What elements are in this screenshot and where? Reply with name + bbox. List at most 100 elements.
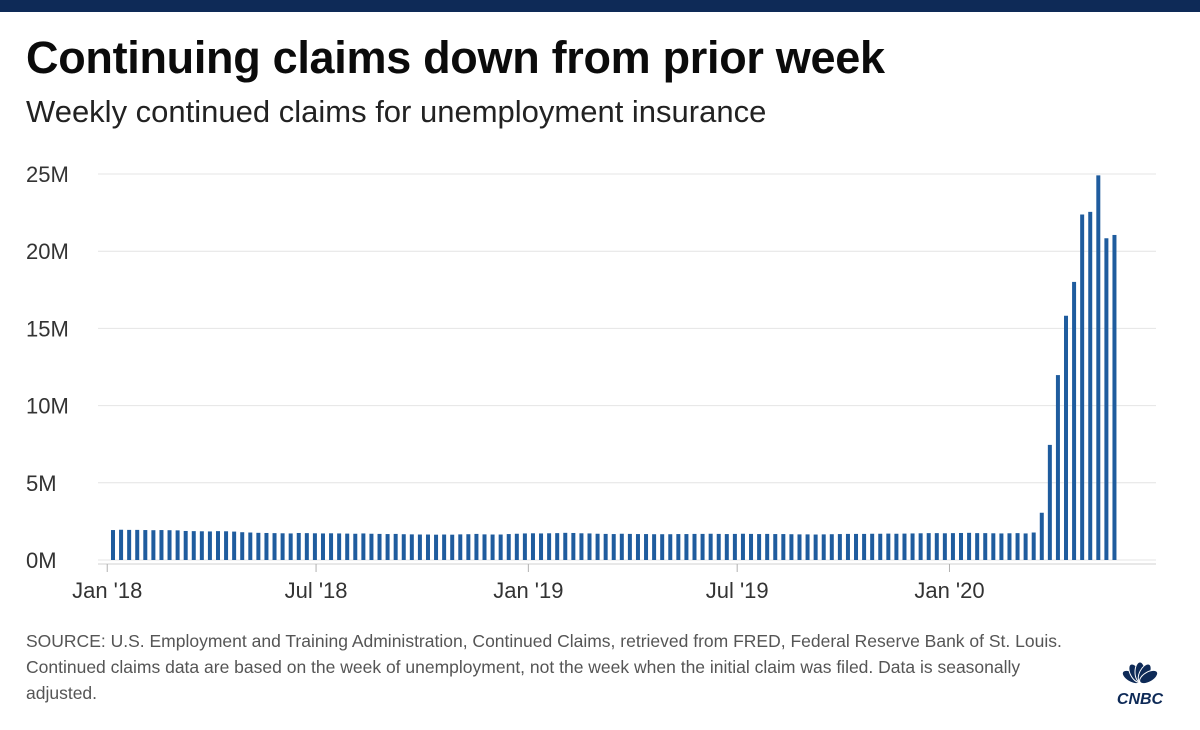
bar <box>854 533 859 560</box>
bar <box>385 534 390 560</box>
bar <box>167 530 172 560</box>
bar <box>329 533 334 560</box>
bar <box>749 533 754 560</box>
bar <box>151 530 156 560</box>
bar <box>127 529 132 560</box>
bar <box>1055 375 1060 560</box>
bar <box>1064 315 1069 560</box>
bar <box>765 533 770 560</box>
bar <box>797 534 802 560</box>
bar <box>547 533 552 560</box>
bar <box>603 533 608 560</box>
x-tick-label: Jan '19 <box>493 578 563 603</box>
bar <box>353 533 358 560</box>
bar <box>159 530 164 560</box>
bar <box>1015 533 1020 560</box>
bar <box>175 530 180 560</box>
chart-subtitle: Weekly continued claims for unemployment… <box>26 94 767 129</box>
bar <box>870 533 875 560</box>
bar <box>296 532 301 560</box>
x-tick-label: Jul '18 <box>285 578 348 603</box>
bar <box>886 533 891 560</box>
bar <box>991 533 996 560</box>
bar <box>320 533 325 560</box>
bar <box>466 534 471 560</box>
y-tick-label: 20M <box>26 239 69 264</box>
source-note: SOURCE: U.S. Employment and Training Adm… <box>26 631 1062 703</box>
bar <box>684 534 689 560</box>
bar <box>272 533 277 560</box>
bar <box>894 533 899 560</box>
bar <box>660 534 665 560</box>
bar <box>1031 532 1036 560</box>
bar <box>369 533 374 560</box>
bar <box>417 534 422 560</box>
bar <box>514 533 519 560</box>
bar <box>450 534 455 560</box>
y-tick-label: 25M <box>26 162 69 187</box>
bar <box>579 533 584 560</box>
bar <box>805 534 810 560</box>
bar <box>498 534 503 560</box>
bar <box>668 534 673 560</box>
bar <box>1047 444 1052 560</box>
bar <box>288 533 293 560</box>
bar <box>1080 214 1085 560</box>
bar <box>595 533 600 560</box>
bar <box>732 533 737 560</box>
bar <box>143 530 148 560</box>
claims-bar-chart: 0M 5M 10M 15M 20M 25M Jan '18 Jul '18 Jan '19 Jul… <box>26 162 1156 603</box>
bar <box>878 533 883 560</box>
bar <box>1088 211 1093 561</box>
bar <box>1112 234 1117 560</box>
bar <box>1072 281 1077 560</box>
bar <box>644 534 649 560</box>
bar <box>1039 512 1044 560</box>
bar <box>119 529 124 560</box>
bar <box>837 534 842 560</box>
bar <box>724 534 729 560</box>
bar <box>708 533 713 560</box>
bar <box>522 533 527 560</box>
bar <box>999 533 1004 560</box>
y-tick-label: 10M <box>26 394 69 419</box>
top-accent-band <box>0 0 1200 12</box>
peacock-feather <box>1139 669 1159 685</box>
bar <box>773 534 778 560</box>
bar <box>425 534 430 560</box>
bar <box>199 531 204 560</box>
bar <box>740 533 745 560</box>
bar <box>781 534 786 560</box>
bar <box>571 532 576 560</box>
bar <box>232 531 237 560</box>
bar <box>1104 238 1109 560</box>
bar <box>312 533 317 560</box>
bar <box>135 529 140 560</box>
bar <box>635 534 640 560</box>
bar <box>1023 533 1028 560</box>
bar <box>248 532 253 560</box>
bar <box>224 531 229 560</box>
bar <box>975 533 980 560</box>
x-tick-label: Jan '18 <box>72 578 142 603</box>
bar <box>111 530 115 560</box>
bar <box>337 533 342 560</box>
bar <box>845 533 850 560</box>
bar <box>926 533 931 560</box>
cnbc-peacock-logo: CNBC <box>1117 661 1164 708</box>
bar <box>539 533 544 560</box>
bar <box>215 531 220 560</box>
bar <box>652 534 657 560</box>
bar <box>409 534 414 560</box>
bar <box>393 533 398 560</box>
bar <box>942 533 947 560</box>
bar <box>829 534 834 560</box>
x-tick-label: Jul '19 <box>706 578 769 603</box>
bar <box>716 533 721 560</box>
bar <box>377 533 382 560</box>
bar <box>587 533 592 560</box>
peacock-icon <box>1121 661 1159 685</box>
bar <box>280 533 285 560</box>
bar <box>304 533 309 560</box>
bar <box>611 534 616 560</box>
